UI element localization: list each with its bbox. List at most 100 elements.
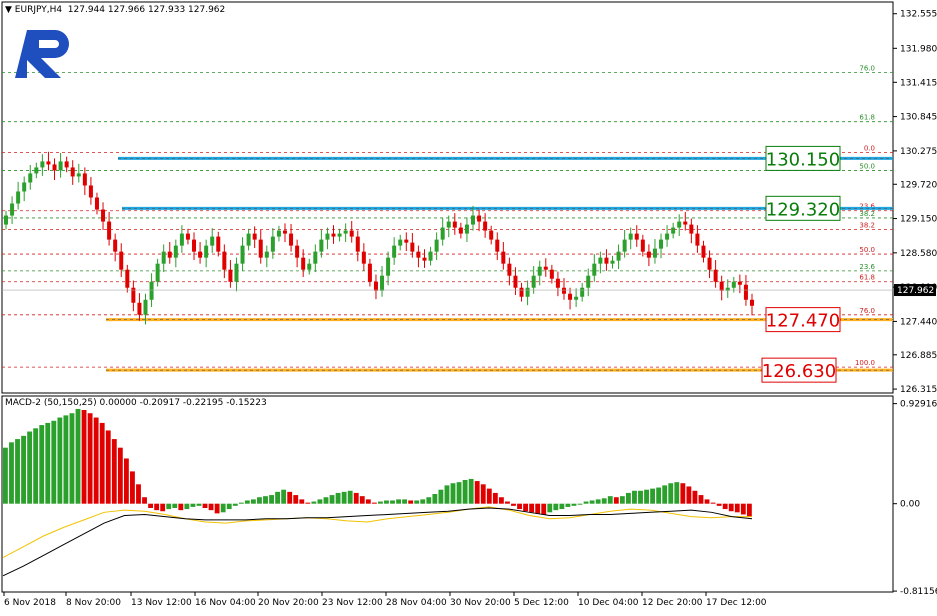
macd-histogram-bar xyxy=(69,413,75,504)
symbol-label: EURJPY,H4 xyxy=(14,5,63,15)
candle-body xyxy=(155,263,160,282)
macd-histogram-bar xyxy=(341,491,347,504)
macd-histogram-bar xyxy=(142,497,147,504)
macd-histogram-bar xyxy=(214,503,220,514)
candle-body xyxy=(252,233,257,240)
macd-histogram-bar xyxy=(601,498,607,504)
candle-body xyxy=(131,287,136,303)
macd-histogram-bar xyxy=(662,485,668,504)
macd-histogram-bar xyxy=(420,499,426,504)
price-tick-label: 127.440 xyxy=(900,317,937,327)
price-tick-label: 128.580 xyxy=(900,249,937,259)
macd-histogram-bar xyxy=(595,499,601,504)
candle-body xyxy=(707,257,712,270)
fib-label-red: 76.0 xyxy=(859,307,875,315)
macd-histogram-bar xyxy=(656,487,662,504)
macd-histogram-bar xyxy=(432,494,438,504)
macd-tick-label: 0.92916 xyxy=(900,400,937,410)
candle-body xyxy=(477,215,482,222)
macd-histogram-bar xyxy=(492,492,498,504)
candle-body xyxy=(750,299,754,306)
ohlc-readout: 127.944 127.966 127.933 127.962 xyxy=(67,5,226,15)
macd-histogram-bar xyxy=(111,439,117,504)
macd-histogram-bar xyxy=(625,492,631,504)
macd-histogram-bar xyxy=(583,501,589,504)
fib-label-red: 23.6 xyxy=(859,203,875,211)
price-tick-label: 130.845 xyxy=(900,113,937,123)
candle-body xyxy=(634,233,639,240)
macd-histogram-bar xyxy=(692,490,698,504)
candle-body xyxy=(489,230,494,240)
macd-histogram-bar xyxy=(390,500,395,504)
candle-body xyxy=(246,233,251,246)
macd-histogram-bar xyxy=(577,503,583,505)
candle-body xyxy=(507,263,512,276)
x-tick-label: 10 Dec 04:00 xyxy=(578,598,639,608)
candle-body xyxy=(677,221,682,228)
macd-tick-label: 0.00 xyxy=(900,500,920,510)
candle-body xyxy=(204,245,209,258)
macd-histogram-bar xyxy=(21,435,26,504)
macd-histogram-bar xyxy=(462,480,468,504)
macd-histogram-bar xyxy=(480,484,486,504)
x-tick-label: 28 Nov 04:00 xyxy=(386,598,447,608)
macd-histogram-bar xyxy=(498,497,504,504)
candle-body xyxy=(652,248,657,258)
macd-histogram-bar xyxy=(740,503,746,515)
candle-body xyxy=(40,161,45,168)
fib-label-green: 23.6 xyxy=(859,263,875,271)
macd-histogram-bar xyxy=(281,489,287,504)
candle-body xyxy=(586,275,591,288)
candle-body xyxy=(210,236,215,246)
fib-label-red: 61.8 xyxy=(859,274,875,282)
candle-body xyxy=(604,257,609,264)
candle-body xyxy=(119,251,124,270)
macd-histogram-bar xyxy=(293,495,299,504)
macd-histogram-bar xyxy=(644,489,649,504)
candle-body xyxy=(349,230,354,237)
macd-histogram-bar xyxy=(371,502,377,504)
candle-body xyxy=(295,245,300,258)
candle-body xyxy=(640,239,645,252)
candle-body xyxy=(731,281,736,288)
candle-body xyxy=(440,227,445,240)
candle-body xyxy=(495,239,500,252)
candle-body xyxy=(568,293,573,300)
level-price-box xyxy=(761,357,837,383)
menu-triangle-icon[interactable]: ▼ xyxy=(5,5,12,15)
candle-body xyxy=(325,233,330,240)
macd-histogram-bar xyxy=(257,497,262,504)
fib-label-green: 38.2 xyxy=(859,210,875,218)
candle-body xyxy=(659,239,664,249)
candle-body xyxy=(264,251,269,258)
candle-body xyxy=(373,281,378,291)
candle-body xyxy=(4,215,8,225)
macd-histogram-bar xyxy=(178,503,184,511)
macd-histogram-bar xyxy=(208,503,214,511)
current-price-tag xyxy=(894,284,936,297)
candle-body xyxy=(471,215,476,225)
macd-histogram-bar xyxy=(378,501,383,504)
candle-body xyxy=(88,185,93,198)
candle-body xyxy=(531,275,536,288)
macd-histogram-bar xyxy=(607,496,613,504)
macd-histogram-bar xyxy=(638,490,643,504)
macd-histogram-bar xyxy=(99,422,105,504)
macd-histogram-bar xyxy=(329,495,335,504)
macd-histogram-bar xyxy=(39,425,45,504)
macd-histogram-bar xyxy=(93,417,99,504)
fib-label-green: 61.8 xyxy=(859,114,875,122)
candle-body xyxy=(610,260,615,264)
price-tick-label: 131.415 xyxy=(900,78,937,88)
macd-histogram-bar xyxy=(75,408,81,504)
candle-body xyxy=(458,227,463,234)
macd-histogram-bar xyxy=(196,503,202,506)
macd-histogram-bar xyxy=(105,430,111,504)
macd-histogram-bar xyxy=(408,500,414,504)
macd-histogram-bar xyxy=(402,499,408,504)
candle-body xyxy=(543,266,548,270)
fib-label-red: 38.2 xyxy=(859,221,875,229)
candle-body xyxy=(725,287,730,291)
level-price-label: 126.630 xyxy=(762,361,836,382)
